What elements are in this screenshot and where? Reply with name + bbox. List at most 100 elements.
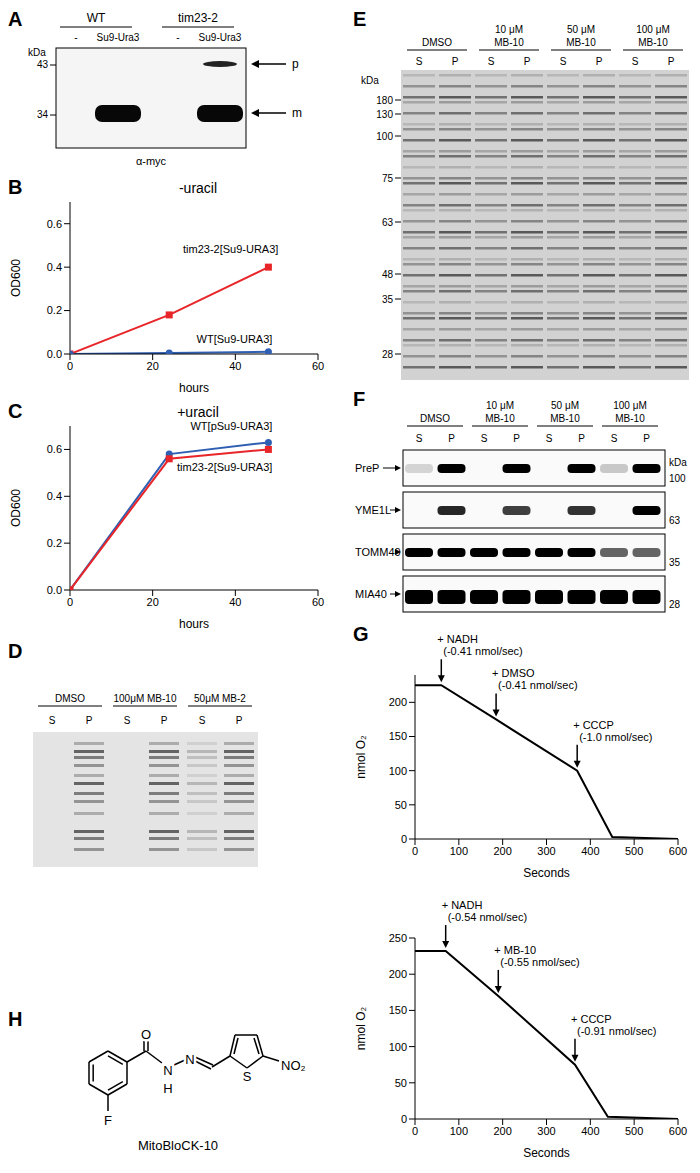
- svg-text:+ CCCP: + CCCP: [573, 719, 614, 731]
- svg-text:P: P: [86, 715, 93, 726]
- svg-text:(-0.41 nmol/sec): (-0.41 nmol/sec): [498, 679, 577, 691]
- svg-text:OD600: OD600: [9, 259, 23, 297]
- svg-text:P: P: [578, 433, 585, 444]
- svg-text:+ NADH: + NADH: [442, 899, 483, 911]
- svg-text:P: P: [513, 433, 520, 444]
- svg-text:P: P: [643, 433, 650, 444]
- svg-text:100: 100: [669, 473, 686, 484]
- svg-text:-: -: [176, 32, 179, 43]
- svg-text:100μM MB-10: 100μM MB-10: [113, 693, 176, 704]
- svg-text:+ MB-10: + MB-10: [494, 944, 536, 956]
- svg-text:600: 600: [669, 1125, 687, 1137]
- svg-text:MIA40: MIA40: [355, 588, 387, 600]
- svg-text:48: 48: [382, 269, 394, 280]
- svg-text:400: 400: [581, 1125, 599, 1137]
- svg-text:DMSO: DMSO: [422, 37, 452, 48]
- svg-text:0.0: 0.0: [47, 584, 62, 596]
- svg-text:WT[Su9-URA3]: WT[Su9-URA3]: [197, 333, 273, 345]
- svg-text:(-0.91 nmol/sec): (-0.91 nmol/sec): [577, 1025, 656, 1037]
- svg-text:(-1.0 nmol/sec): (-1.0 nmol/sec): [579, 731, 652, 743]
- svg-text:0: 0: [401, 1113, 407, 1125]
- svg-text:DMSO: DMSO: [420, 413, 450, 424]
- svg-text:F: F: [104, 1113, 112, 1128]
- svg-text:200: 200: [493, 845, 511, 857]
- svg-text:180: 180: [376, 95, 393, 106]
- svg-text:NO₂: NO₂: [281, 1058, 306, 1073]
- svg-text:S: S: [611, 433, 618, 444]
- svg-text:nmol O₂: nmol O₂: [354, 1006, 368, 1050]
- svg-text:p: p: [292, 57, 299, 71]
- svg-text:P: P: [448, 433, 455, 444]
- svg-text:100: 100: [450, 845, 468, 857]
- svg-text:0.4: 0.4: [47, 261, 62, 273]
- svg-text:Su9-Ura3: Su9-Ura3: [97, 32, 140, 43]
- svg-text:YME1L: YME1L: [355, 504, 391, 516]
- svg-text:MB-10: MB-10: [615, 413, 645, 424]
- svg-text:N: N: [185, 1052, 194, 1067]
- svg-text:(-0.41 nmol/sec): (-0.41 nmol/sec): [443, 645, 522, 657]
- svg-text:28: 28: [669, 599, 681, 610]
- svg-text:100: 100: [376, 131, 393, 142]
- svg-text:0: 0: [67, 360, 73, 372]
- svg-text:100: 100: [389, 1041, 407, 1053]
- svg-text:α-myc: α-myc: [136, 155, 167, 167]
- svg-text:P: P: [596, 56, 603, 67]
- svg-text:300: 300: [537, 845, 555, 857]
- svg-text:50 μM: 50 μM: [567, 24, 595, 35]
- svg-text:MB-10: MB-10: [566, 37, 596, 48]
- svg-text:hours: hours: [179, 381, 209, 395]
- svg-text:S: S: [199, 715, 206, 726]
- svg-text:200: 200: [389, 696, 407, 708]
- svg-text:0: 0: [412, 1125, 418, 1137]
- svg-text:m: m: [292, 106, 302, 120]
- svg-text:100: 100: [389, 765, 407, 777]
- svg-text:(-0.55 nmol/sec): (-0.55 nmol/sec): [500, 956, 579, 968]
- svg-text:35: 35: [669, 557, 681, 568]
- svg-text:Seconds: Seconds: [523, 1146, 570, 1160]
- svg-text:WT[pSu9-URA3]: WT[pSu9-URA3]: [190, 420, 272, 432]
- svg-text:0: 0: [412, 845, 418, 857]
- svg-text:P: P: [524, 56, 531, 67]
- svg-text:100: 100: [450, 1125, 468, 1137]
- svg-text:250: 250: [389, 932, 407, 944]
- svg-text:+ CCCP: + CCCP: [571, 1013, 612, 1025]
- svg-text:400: 400: [581, 845, 599, 857]
- svg-text:MB-10: MB-10: [550, 413, 580, 424]
- svg-text:(-0.54 nmol/sec): (-0.54 nmol/sec): [448, 911, 527, 923]
- svg-text:130: 130: [376, 109, 393, 120]
- svg-text:500: 500: [625, 845, 643, 857]
- svg-text:tim23-2: tim23-2: [178, 11, 218, 25]
- svg-text:50: 50: [395, 799, 407, 811]
- svg-text:MB-10: MB-10: [494, 37, 524, 48]
- svg-text:60: 60: [312, 360, 324, 372]
- svg-text:Su9-Ura3: Su9-Ura3: [199, 32, 242, 43]
- svg-text:nmol O₂: nmol O₂: [354, 735, 368, 779]
- svg-text:P: P: [452, 56, 459, 67]
- svg-text:O: O: [141, 1027, 151, 1042]
- svg-text:0.2: 0.2: [47, 304, 62, 316]
- svg-text:kDa: kDa: [669, 457, 687, 468]
- svg-text:0.4: 0.4: [47, 490, 62, 502]
- svg-text:300: 300: [537, 1125, 555, 1137]
- svg-text:OD600: OD600: [9, 489, 23, 527]
- svg-text:MB-10: MB-10: [485, 413, 515, 424]
- svg-text:35: 35: [382, 294, 394, 305]
- svg-text:150: 150: [389, 730, 407, 742]
- svg-text:100 μM: 100 μM: [613, 400, 647, 411]
- svg-text:MB-10: MB-10: [638, 37, 668, 48]
- svg-text:Seconds: Seconds: [523, 866, 570, 880]
- svg-text:S: S: [416, 56, 423, 67]
- svg-text:75: 75: [382, 173, 394, 184]
- svg-text:MitoBloCK-10: MitoBloCK-10: [138, 1138, 218, 1153]
- svg-text:63: 63: [669, 515, 681, 526]
- svg-text:43: 43: [37, 59, 49, 70]
- svg-text:DMSO: DMSO: [55, 693, 85, 704]
- svg-text:200: 200: [389, 968, 407, 980]
- svg-text:40: 40: [229, 596, 241, 608]
- svg-text:S: S: [488, 56, 495, 67]
- svg-text:600: 600: [669, 845, 687, 857]
- svg-text:S: S: [546, 433, 553, 444]
- svg-text:S: S: [632, 56, 639, 67]
- svg-text:-: -: [74, 32, 77, 43]
- svg-text:kDa: kDa: [361, 75, 379, 86]
